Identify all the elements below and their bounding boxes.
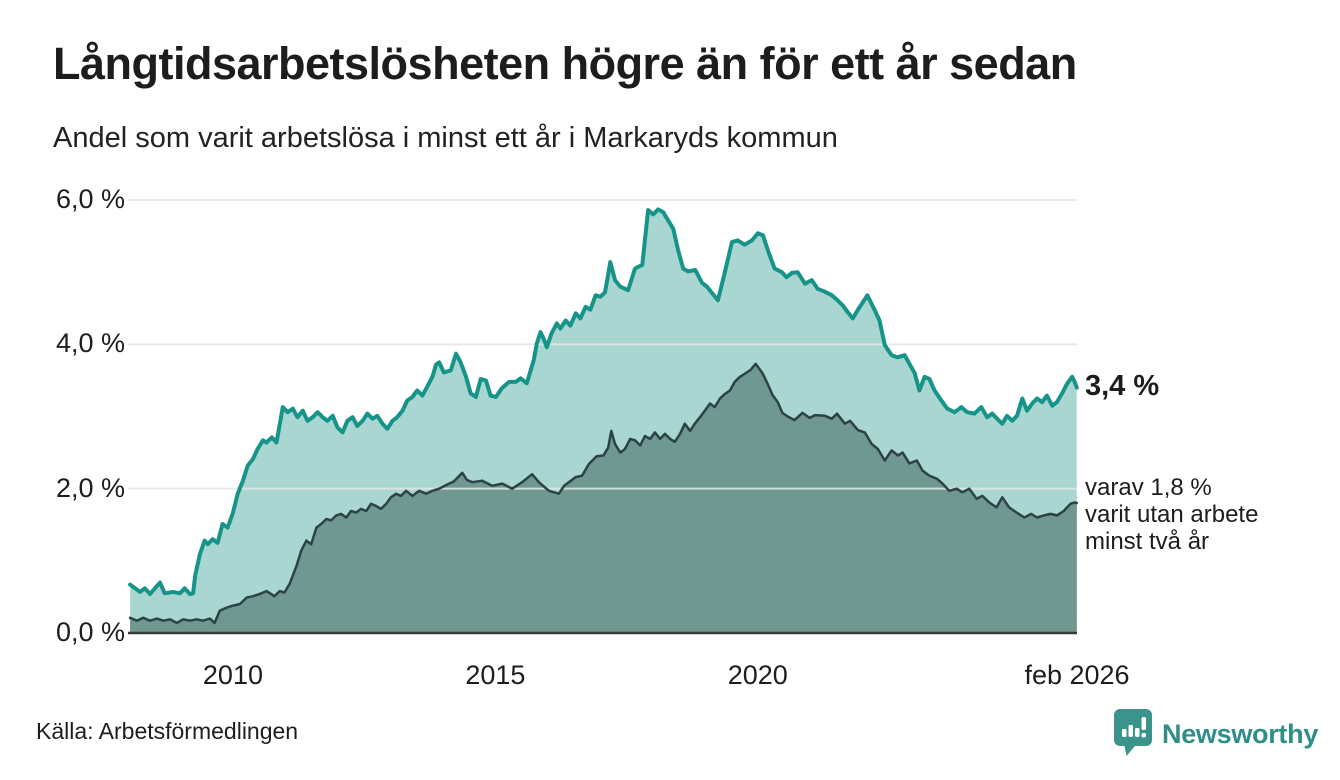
line-unemployed-two-years bbox=[128, 362, 1079, 625]
end-value-total: 3,4 % bbox=[1085, 369, 1160, 402]
newsworthy-brand: Newsworthy bbox=[1113, 708, 1318, 758]
end-value-two-year-line3: minst två år bbox=[1085, 528, 1210, 556]
page-title: Långtidsarbetslösheten högre än för ett … bbox=[53, 38, 1077, 89]
y-tick-label: 4,0 % bbox=[55, 328, 125, 359]
y-tick-label: 2,0 % bbox=[55, 472, 125, 503]
newsworthy-logo-icon bbox=[1114, 709, 1152, 756]
x-tick-label: feb 2026 bbox=[1024, 660, 1130, 690]
y-tick-label: 0,0 % bbox=[55, 617, 125, 647]
area-unemployed-two-years bbox=[130, 363, 1077, 633]
x-tick-label: 2015 bbox=[465, 660, 526, 690]
newsworthy-brand-text: Newsworthy bbox=[1162, 718, 1319, 749]
end-value-two-year-line2: varit utan arbete bbox=[1085, 501, 1259, 529]
line-unemployed-one-year bbox=[128, 207, 1079, 596]
gridlines bbox=[128, 199, 1077, 490]
end-value-two-year: varav 1,8 % varit utan arbete minst två … bbox=[1085, 474, 1258, 555]
end-value-two-year-line1: varav 1,8 % bbox=[1085, 474, 1212, 502]
chart-subtitle: Andel som varit arbetslösa i minst ett å… bbox=[53, 122, 838, 154]
x-tick-label: 2020 bbox=[727, 660, 788, 690]
x-tick-label: 2010 bbox=[202, 660, 263, 690]
source-text: Källa: Arbetsförmedlingen bbox=[36, 718, 299, 744]
y-tick-label: 6,0 % bbox=[55, 184, 125, 214]
